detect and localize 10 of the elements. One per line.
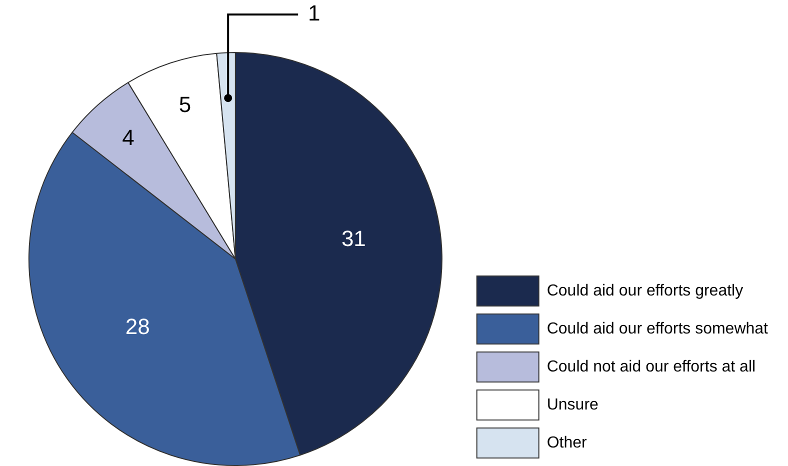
legend-label: Could aid our efforts greatly <box>546 282 744 300</box>
legend-label: Unsure <box>546 396 599 414</box>
data-label: 1 <box>308 0 320 26</box>
legend-label: Could not aid our efforts at all <box>546 358 756 376</box>
legend-label: Could aid our efforts somewhat <box>546 320 769 338</box>
data-label: 5 <box>178 92 192 118</box>
data-label: 31 <box>341 226 366 252</box>
data-label: 4 <box>122 124 134 150</box>
data-label: 28 <box>125 314 150 340</box>
legend-label: Other <box>546 434 588 452</box>
